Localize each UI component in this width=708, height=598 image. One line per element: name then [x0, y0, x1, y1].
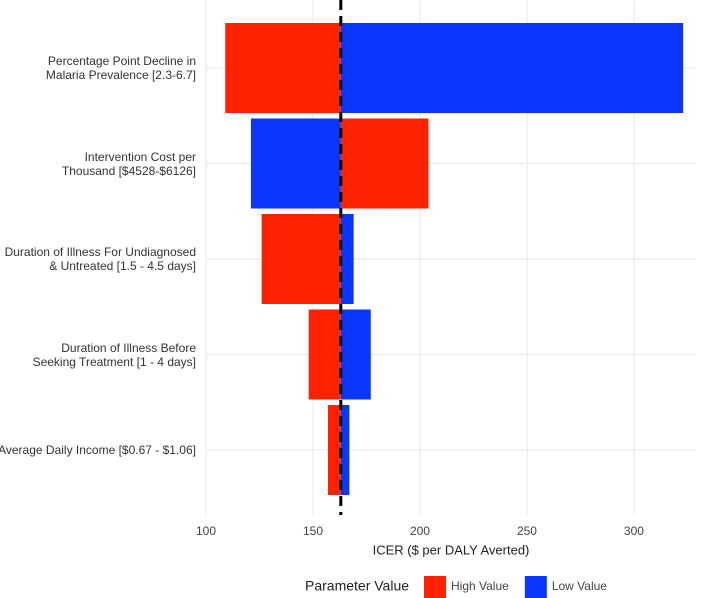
bar — [250, 118, 341, 209]
x-tick-label: 250 — [517, 524, 537, 538]
bar — [308, 309, 341, 400]
y-tick-label: Duration of Illness Before Seeking Treat… — [32, 340, 196, 369]
y-tick-label: Percentage Point Decline in Malaria Prev… — [45, 54, 196, 82]
legend-swatch — [424, 576, 446, 598]
y-tick-label: Duration of Illness For Undiagnosed & Un… — [4, 245, 196, 273]
bar — [340, 118, 429, 209]
legend-swatch — [524, 576, 547, 598]
x-tick-label: 100 — [196, 524, 216, 538]
bar — [340, 23, 684, 113]
legend-label: High Value — [451, 579, 509, 593]
x-tick-label: 200 — [410, 524, 430, 538]
bar — [340, 214, 354, 304]
bar — [340, 405, 350, 495]
legend-title: Parameter Value — [305, 578, 409, 594]
y-tick-label: Average Daily Income [$0.67 - $1.06] — [0, 443, 196, 457]
x-tick-label: 150 — [303, 524, 323, 538]
x-tick-label: 300 — [624, 524, 644, 538]
bar — [261, 214, 341, 304]
x-axis-title: ICER ($ per DALY Averted) — [373, 542, 530, 557]
y-tick-label: Intervention Cost per Thousand [$4528-$6… — [61, 149, 196, 178]
legend-label: Low Value — [552, 579, 607, 593]
bar — [327, 405, 341, 495]
bar — [340, 309, 371, 400]
bar — [225, 23, 341, 113]
